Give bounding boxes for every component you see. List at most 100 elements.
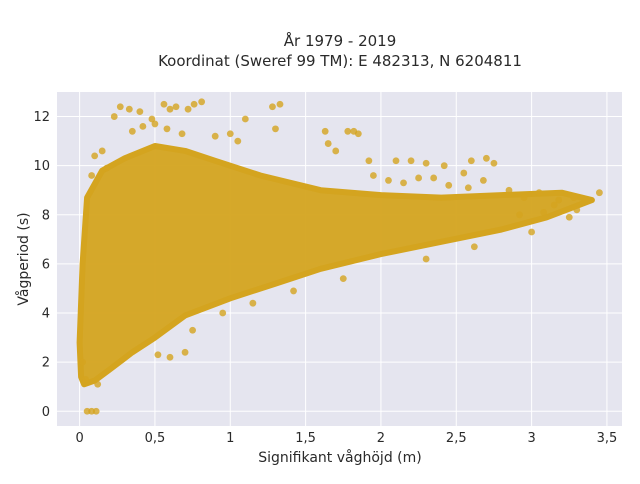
scatter-point [269, 103, 276, 111]
scatter-point [370, 172, 377, 179]
scatter-point [110, 113, 118, 120]
scatter-point [332, 147, 340, 155]
scatter-point [365, 157, 373, 165]
scatter-point [400, 179, 407, 187]
scatter-point [172, 103, 180, 111]
scatter-point [198, 98, 206, 106]
scatter-point [211, 132, 219, 140]
scatter-point [505, 186, 513, 194]
scatter-point [125, 105, 133, 113]
scatter-point [422, 159, 430, 167]
scatter-point [88, 172, 96, 179]
scatter-point [422, 255, 430, 263]
scatter-point [79, 358, 87, 366]
scatter-point [166, 353, 174, 361]
x-tick-label: 2 [377, 431, 385, 446]
x-tick-label: 0 [75, 431, 83, 446]
scatter-point [189, 326, 197, 334]
scatter-point [354, 130, 362, 138]
y-tick-label: 8 [42, 208, 50, 223]
scatter-point [528, 228, 535, 236]
scatter-point [445, 181, 453, 189]
y-axis-label: Vågperiod (s) [15, 212, 32, 305]
scatter-point [98, 147, 106, 155]
scatter-point [407, 157, 415, 165]
chart-title-line-2: Koordinat (Sweref 99 TM): E 482313, N 62… [158, 52, 522, 70]
scatter-point [555, 196, 563, 204]
scatter-point [570, 194, 578, 202]
scatter-point [467, 157, 475, 165]
points-layer [79, 98, 603, 415]
scatter-point [160, 100, 168, 108]
scatter-point [479, 177, 487, 184]
scatter-point [94, 380, 102, 388]
scatter-point [573, 206, 581, 214]
scatter-point [470, 243, 478, 251]
scatter-point [151, 120, 159, 128]
scatter-point [82, 375, 90, 383]
x-tick-label: 3,5 [597, 431, 618, 446]
grid-layer [57, 92, 622, 426]
scatter-point [163, 125, 171, 133]
scatter-point [550, 201, 558, 209]
y-tick-label: 12 [33, 110, 50, 125]
scatter-point [385, 177, 392, 184]
x-tick-label: 2,5 [446, 431, 467, 446]
scatter-point [535, 189, 543, 197]
scatter-point [565, 213, 573, 221]
scatter-point [178, 130, 186, 138]
scatter-point [139, 122, 147, 130]
scatter-point [440, 162, 448, 170]
scatter-point [128, 127, 136, 135]
scatter-point-cloud [76, 143, 595, 388]
scatter-point [249, 299, 257, 307]
x-tick-label: 3 [527, 431, 535, 446]
scatter-point [324, 140, 332, 147]
scatter-point [464, 184, 472, 192]
scatter-point [181, 348, 189, 356]
scatter-point [154, 351, 162, 359]
x-tick-label: 0,5 [145, 431, 166, 446]
scatter-point [321, 127, 329, 135]
y-tick-label: 2 [42, 356, 50, 371]
scatter-point [184, 105, 192, 113]
scatter-point [190, 100, 198, 108]
point-cloud-layer [76, 143, 595, 388]
scatter-point [136, 108, 144, 116]
scatter-point [290, 287, 297, 295]
scatter-point [241, 115, 249, 123]
scatter-point [91, 152, 99, 160]
scatter-point [148, 115, 156, 123]
scatter-point [234, 137, 242, 145]
y-tick-label: 0 [42, 405, 50, 420]
x-tick-label: 1,5 [295, 431, 316, 446]
scatter-point [219, 309, 227, 317]
chart-title-line-1: År 1979 - 2019 [284, 31, 397, 50]
scatter-point [596, 189, 603, 197]
scatter-point [166, 105, 174, 113]
y-tick-label: 4 [42, 307, 50, 322]
scatter-point [339, 275, 347, 283]
scatter-point [392, 157, 400, 165]
scatter-point [460, 169, 468, 177]
scatter-point [226, 130, 234, 138]
scatter-point [415, 174, 422, 182]
scatter-point [516, 211, 523, 219]
scatter-point [276, 100, 284, 108]
scatter-point [430, 174, 438, 182]
scatter-point [483, 154, 490, 162]
scatter-point [272, 125, 279, 133]
x-axis-label: Signifikant våghöjd (m) [258, 449, 421, 466]
y-tick-label: 6 [42, 257, 50, 272]
scatter-point [116, 103, 124, 111]
scatter-point [92, 407, 100, 415]
scatter-point [520, 194, 528, 202]
y-tick-label: 10 [33, 159, 50, 174]
scatter-point [103, 164, 111, 172]
scatter-point [540, 208, 548, 216]
tick-labels-layer: 0 0,5 1 1,5 2 2,5 3 3,5 0 2 4 6 8 10 12 [33, 110, 617, 446]
scatter-point [344, 127, 352, 135]
x-tick-label: 1 [226, 431, 234, 446]
